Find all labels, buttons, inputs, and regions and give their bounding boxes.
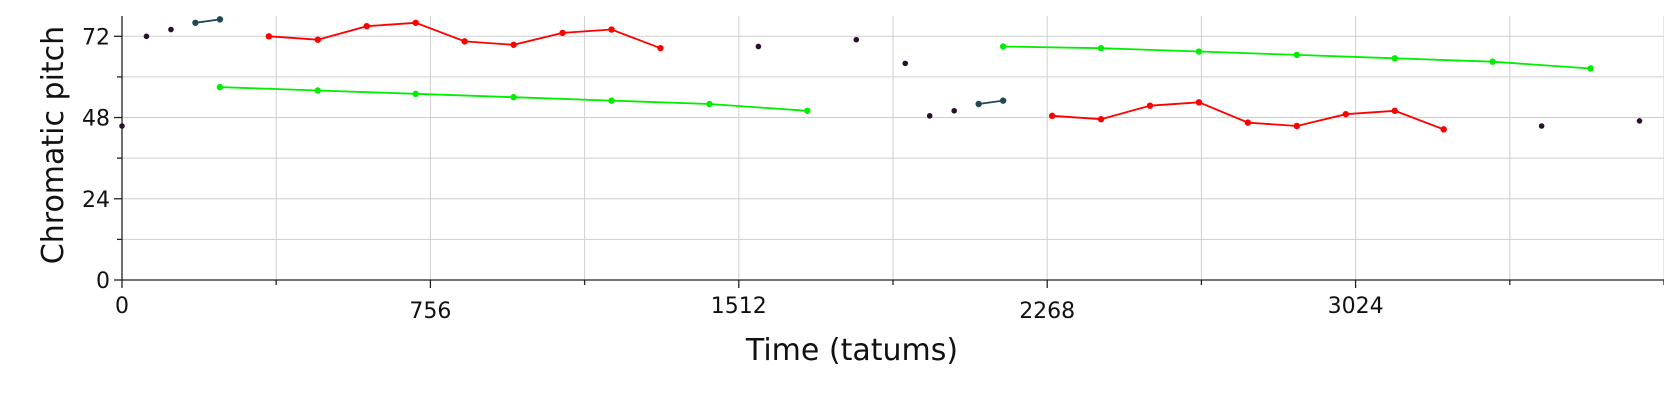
data-point bbox=[1489, 58, 1496, 65]
data-point bbox=[216, 83, 224, 91]
series-group bbox=[265, 19, 664, 52]
data-point bbox=[657, 44, 664, 52]
data-point bbox=[1244, 119, 1252, 126]
x-tick-label: 1512 bbox=[711, 294, 767, 319]
series-layer bbox=[119, 16, 1643, 133]
series-group bbox=[192, 16, 224, 26]
series-group bbox=[119, 26, 1643, 129]
data-point bbox=[1342, 110, 1350, 118]
data-point bbox=[1293, 51, 1301, 59]
y-tick-label: 24 bbox=[82, 188, 110, 213]
data-point bbox=[168, 26, 174, 33]
data-point bbox=[804, 107, 811, 114]
data-point bbox=[265, 33, 273, 40]
axis-layer bbox=[114, 16, 1664, 288]
data-point bbox=[559, 29, 566, 37]
data-point bbox=[510, 94, 517, 101]
data-point bbox=[999, 97, 1007, 104]
data-point bbox=[1391, 107, 1398, 114]
x-tick-label: 2268 bbox=[1019, 299, 1075, 324]
data-point bbox=[999, 43, 1007, 50]
label-layer: 0 24 48 72 0 756 1512 2268 3024 bbox=[82, 25, 1384, 324]
data-point bbox=[902, 60, 909, 67]
data-point bbox=[143, 33, 150, 40]
data-point bbox=[1097, 116, 1105, 123]
data-point bbox=[853, 36, 860, 43]
series-group bbox=[216, 83, 811, 114]
x-axis-title: Time (tatums) bbox=[745, 333, 958, 368]
y-tick-label: 72 bbox=[82, 25, 110, 50]
data-point bbox=[608, 97, 615, 104]
y-tick-label: 48 bbox=[82, 107, 110, 132]
data-point bbox=[510, 41, 517, 48]
data-point bbox=[314, 36, 322, 43]
series-line bbox=[978, 99, 1004, 105]
series-group bbox=[999, 43, 1594, 72]
series-group bbox=[975, 97, 1007, 108]
data-point bbox=[314, 87, 322, 94]
data-point bbox=[412, 19, 419, 26]
data-point bbox=[461, 38, 468, 45]
data-point bbox=[216, 16, 224, 23]
data-point bbox=[1146, 102, 1154, 109]
data-point bbox=[1097, 44, 1105, 52]
data-point bbox=[1538, 123, 1545, 129]
x-tick-label: 3024 bbox=[1328, 294, 1384, 319]
data-point bbox=[755, 43, 762, 50]
x-tick-label: 0 bbox=[115, 294, 129, 319]
y-axis-title: Chromatic pitch bbox=[36, 26, 71, 264]
y-tick-label: 0 bbox=[96, 269, 110, 294]
data-point bbox=[951, 107, 957, 114]
data-point bbox=[706, 100, 713, 108]
data-point bbox=[1195, 99, 1203, 106]
series-group bbox=[1048, 99, 1447, 133]
data-point bbox=[926, 113, 933, 119]
data-point bbox=[975, 100, 982, 108]
series-line bbox=[195, 18, 221, 24]
data-point bbox=[363, 22, 370, 30]
data-point bbox=[1293, 122, 1301, 130]
data-point bbox=[1048, 112, 1056, 120]
data-point bbox=[1391, 55, 1398, 62]
data-point bbox=[1636, 118, 1643, 124]
data-point bbox=[608, 26, 615, 33]
data-point bbox=[1587, 65, 1594, 72]
x-tick-label: 756 bbox=[409, 299, 451, 324]
data-point bbox=[192, 19, 199, 26]
data-point bbox=[1195, 48, 1203, 55]
data-point bbox=[1440, 126, 1447, 133]
data-point bbox=[412, 90, 419, 98]
data-point bbox=[119, 123, 125, 129]
grid-layer bbox=[122, 16, 1664, 280]
